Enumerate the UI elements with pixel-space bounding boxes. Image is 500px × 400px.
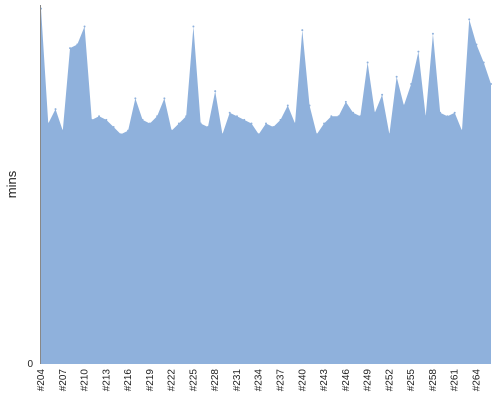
data-point [156,115,159,118]
data-point [344,100,347,103]
data-point [69,47,72,50]
data-point [388,133,391,136]
data-point [163,97,166,100]
data-point [294,122,297,125]
data-point [323,122,326,125]
x-tick-label: #258 [428,369,439,392]
data-point [214,90,217,93]
data-point [446,115,449,118]
data-point [243,118,246,121]
data-point [279,118,282,121]
data-point [98,115,101,118]
x-tick-label: #243 [319,369,330,392]
data-point [373,111,376,114]
data-point [185,115,188,118]
x-tick-label: #219 [145,369,156,392]
x-tick-label: #225 [188,369,199,392]
x-tick-label: #261 [450,369,461,392]
data-point [395,75,398,78]
x-tick-label: #240 [297,369,308,392]
data-point [475,43,478,46]
data-point [308,104,311,107]
data-point [410,82,413,85]
data-point [250,122,253,125]
data-point [54,108,57,111]
data-point [402,104,405,107]
data-point [337,115,340,118]
x-tick-label: #252 [384,369,395,392]
data-point [272,126,275,129]
x-tick-label: #228 [210,369,221,392]
data-point [286,104,289,107]
data-point [330,115,333,118]
y-axis-title: mins [4,170,19,198]
data-point [417,50,420,53]
data-point [366,61,369,64]
x-tick-label: #246 [341,369,352,392]
data-point [301,29,304,32]
x-tick-label: #237 [276,369,287,392]
data-point [105,118,108,121]
x-tick-label: #222 [167,369,178,392]
plot-area [40,7,492,365]
data-point [228,111,231,114]
data-point [141,118,144,121]
data-point [460,129,463,132]
data-point [177,122,180,125]
data-point [134,97,137,100]
data-point [119,133,122,136]
data-point [76,43,79,46]
data-point [170,129,173,132]
data-point [206,126,209,129]
data-point [192,25,195,28]
x-tick-label: #255 [406,369,417,392]
x-tick-label: #234 [254,369,265,392]
data-point [127,129,130,132]
data-point [482,61,485,64]
data-point [352,111,355,114]
data-point [439,111,442,114]
area-series [41,8,491,365]
data-point [431,32,434,35]
data-point [359,115,362,118]
data-point [112,126,115,129]
data-point [257,133,260,136]
x-tick-label: #213 [101,369,112,392]
data-point [381,93,384,96]
x-tick-label: #207 [58,369,69,392]
data-point [47,122,50,125]
data-point [490,82,492,85]
x-tick-label: #204 [36,369,47,392]
data-point [424,115,427,118]
x-tick-label: #231 [232,369,243,392]
data-point [265,122,267,125]
data-point [315,133,318,136]
data-point [453,111,456,114]
data-point [148,122,151,125]
data-point [468,18,471,21]
x-axis-ticks: #204 #207 #210 #213 #216 #219 #222 #225 #228 #231… [36,369,483,392]
data-point [61,129,64,132]
x-tick-label: #249 [363,369,374,392]
data-point [83,25,86,28]
y-tick-label: 0 [27,359,33,370]
x-tick-label: #264 [472,369,483,392]
y-axis-ticks: 0 [27,359,33,370]
x-tick-label: #216 [123,369,134,392]
x-tick-label: #210 [80,369,91,392]
data-point [235,115,238,118]
data-point [90,118,93,121]
data-point [221,133,224,136]
data-point [199,122,202,125]
